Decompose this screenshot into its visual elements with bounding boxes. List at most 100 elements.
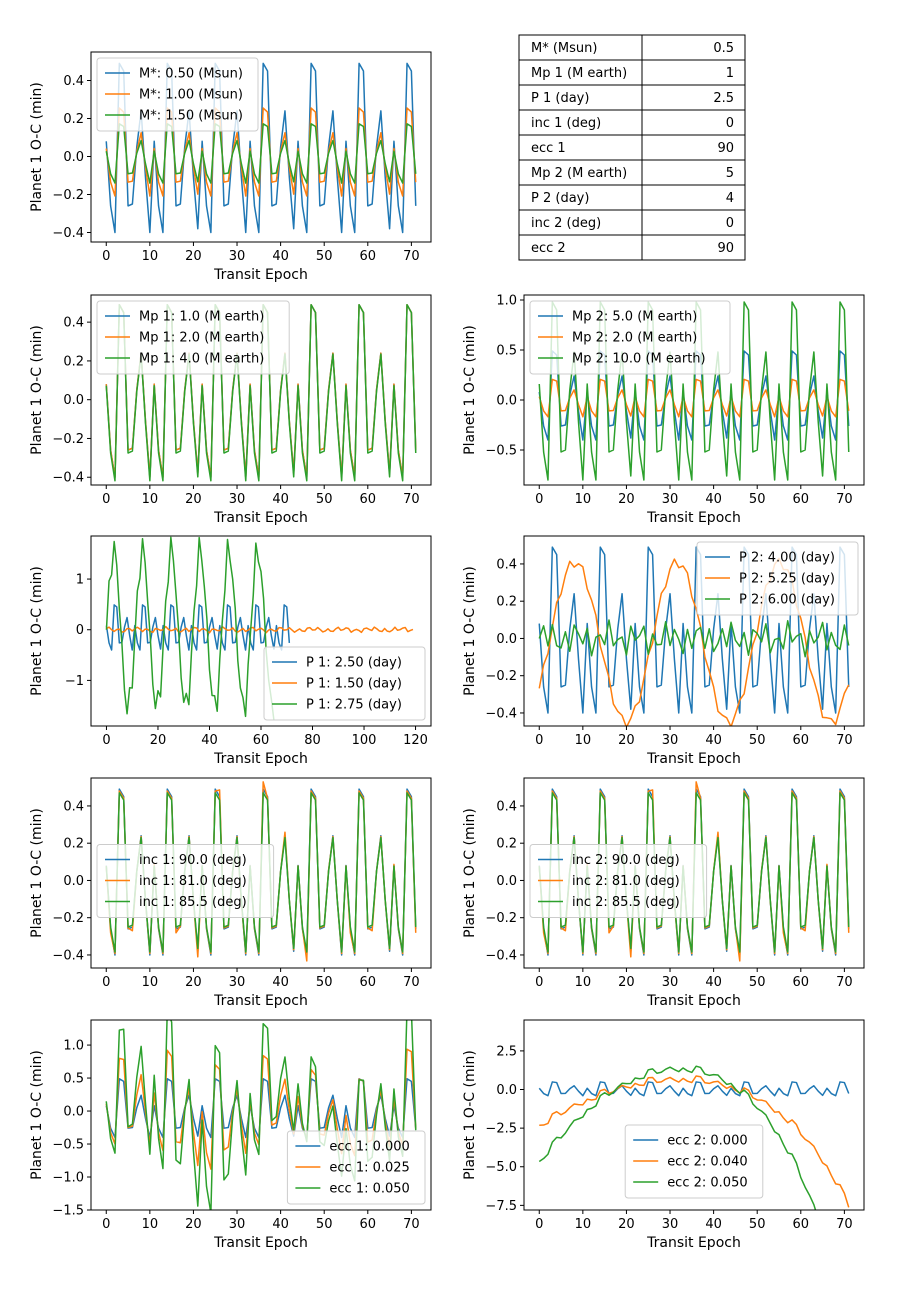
table-cell-border — [518, 59, 643, 86]
x-tick-label: 70 — [403, 1217, 420, 1232]
y-axis-label: Planet 1 O-C (min) — [29, 1050, 45, 1180]
y-tick-label: −0.2 — [52, 432, 84, 447]
axes-frame — [90, 51, 432, 243]
y-tick-label: 0.0 — [63, 874, 84, 889]
axes-frame — [90, 1019, 432, 1211]
x-tick-label: 60 — [793, 492, 810, 507]
legend-label: P 1: 2.75 (day) — [306, 698, 402, 713]
y-tick-label: 0 — [76, 623, 84, 638]
y-tick-label: 1.0 — [496, 294, 517, 309]
legend-box — [529, 300, 731, 375]
axes-frame — [90, 777, 432, 969]
x-tick-label: 70 — [836, 975, 853, 990]
subplot-p2: 0 10 20 30 40 50 60 70 −0.4 −0.2 0.0 0.2 0.4 Transit … — [462, 535, 865, 767]
table-param-value: 1 — [726, 66, 734, 81]
legend-label: Mp 2: 2.0 (M earth) — [572, 331, 697, 346]
x-tick-label: 50 — [316, 1217, 333, 1232]
legend: Mp 1: 1.0 (M earth) Mp 1: 2.0 (M earth) Mp… — [96, 300, 290, 375]
legend-label: ecc 1: 0.050 — [329, 1182, 409, 1197]
y-axis-label: Planet 1 O-C (min) — [29, 82, 45, 212]
x-tick-label: 0 — [535, 1217, 543, 1232]
y-tick-label: 0.4 — [63, 799, 84, 814]
table-param-value: 0.5 — [713, 41, 734, 56]
table-param-label: P 2 (day) — [531, 191, 589, 206]
y-tick-label: −0.4 — [485, 706, 517, 721]
x-tick-label: 20 — [185, 492, 202, 507]
x-tick-label: 30 — [229, 492, 246, 507]
x-tick-label: 40 — [705, 733, 722, 748]
y-tick-label: −0.4 — [485, 948, 517, 963]
x-tick-label: 10 — [575, 975, 592, 990]
subplot-mstar: 0 10 20 30 40 50 60 70 −0.4 −0.2 0.0 0.2 0.4 Transit … — [29, 51, 432, 283]
x-tick-label: 40 — [272, 492, 289, 507]
series-lines — [538, 301, 850, 481]
legend-label: inc 2: 81.0 (deg) — [572, 874, 680, 889]
table-param-label: Mp 1 (M earth) — [531, 66, 627, 81]
x-tick-label: 20 — [185, 1217, 202, 1232]
x-tick-label: 40 — [705, 975, 722, 990]
y-tick-label: −7.5 — [485, 1199, 517, 1214]
y-tick-label: −0.5 — [52, 1138, 84, 1153]
table-cell-border — [641, 184, 746, 211]
legend: M*: 0.50 (Msun) M*: 1.00 (Msun) M*: 1.50 (… — [96, 57, 259, 132]
series-line-3 — [538, 1065, 817, 1210]
table-param-value: 5 — [726, 166, 734, 181]
y-tick-label: 1 — [76, 573, 84, 588]
y-tick-label: 0.4 — [63, 74, 84, 89]
table-param-value: 4 — [726, 191, 734, 206]
plots: 0 10 20 30 40 50 60 70−0.4−0.20.00.20.4Transit … — [29, 51, 865, 1251]
y-tick-label: 0.0 — [496, 632, 517, 647]
x-tick-label: 70 — [403, 975, 420, 990]
legend-label: M*: 0.50 (Msun) — [139, 67, 243, 82]
legend-label: P 2: 6.00 (day) — [739, 593, 835, 608]
y-tick-label: −0.4 — [52, 948, 84, 963]
x-tick-label: 60 — [360, 975, 377, 990]
subplot-ecc1: 0 10 20 30 40 50 60 70 −1.5 −1.0 −0.5 0.0 0.5 1.0 Tran… — [29, 1019, 432, 1251]
table-cell-border — [641, 209, 746, 236]
y-tick-label: 0.0 — [496, 874, 517, 889]
legend-label: inc 2: 85.5 (deg) — [572, 895, 680, 910]
x-axis-label: Transit Epoch — [646, 751, 741, 767]
subplot-ecc2: 0 10 20 30 40 50 60 70 −7.5 −5.0 −2.5 0.0 2.5 Transit… — [462, 1019, 865, 1251]
x-tick-label: 70 — [836, 1217, 853, 1232]
series-line-3 — [105, 303, 417, 482]
x-tick-label: 0 — [535, 492, 543, 507]
y-tick-label: 1.0 — [63, 1039, 84, 1054]
y-tick-label: 0.4 — [496, 557, 517, 572]
axes-frame — [523, 535, 865, 727]
x-tick-label: 60 — [360, 492, 377, 507]
legend-label: inc 1: 85.5 (deg) — [139, 895, 247, 910]
x-tick-label: 30 — [229, 249, 246, 264]
y-tick-label: 0.0 — [496, 1083, 517, 1098]
y-axis-label: Planet 1 O-C (min) — [29, 566, 45, 696]
y-tick-label: 0.5 — [496, 344, 517, 359]
x-tick-label: 10 — [142, 492, 159, 507]
legend-label: Mp 2: 10.0 (M earth) — [572, 352, 706, 367]
x-tick-label: 40 — [272, 1217, 289, 1232]
legend-label: Mp 1: 2.0 (M earth) — [139, 331, 264, 346]
subplot-mp2: 0 10 20 30 40 50 60 70 −0.5 0.0 0.5 1.0 Transit Epoc… — [462, 294, 865, 526]
table-cell-border — [641, 34, 746, 61]
x-tick-label: 100 — [352, 733, 377, 748]
x-axis-label: Transit Epoch — [213, 993, 308, 1009]
table-param-value: 90 — [717, 241, 734, 256]
series-line-3 — [105, 1020, 417, 1210]
x-tick-label: 40 — [201, 733, 218, 748]
legend-label: ecc 1: 0.025 — [329, 1161, 409, 1176]
x-tick-label: 30 — [662, 975, 679, 990]
x-tick-label: 30 — [662, 733, 679, 748]
table-param-value: 90 — [717, 141, 734, 156]
legend-label: ecc 2: 0.050 — [667, 1176, 747, 1191]
table-cell-border — [518, 209, 643, 236]
legend-box — [263, 646, 426, 721]
x-tick-label: 0 — [102, 492, 110, 507]
axes-frame — [523, 777, 865, 969]
subplot-inc2: 0 10 20 30 40 50 60 70 −0.4 −0.2 0.0 0.2 0.4 Transit … — [462, 777, 865, 1009]
x-tick-label: 30 — [662, 492, 679, 507]
x-tick-label: 80 — [304, 733, 321, 748]
y-tick-label: 0.2 — [63, 112, 84, 127]
legend-box — [624, 1124, 764, 1199]
x-axis-label: Transit Epoch — [213, 751, 308, 767]
legend: P 1: 2.50 (day) P 1: 1.50 (day) P 1: 2.75 … — [263, 646, 426, 721]
x-tick-label: 50 — [749, 492, 766, 507]
